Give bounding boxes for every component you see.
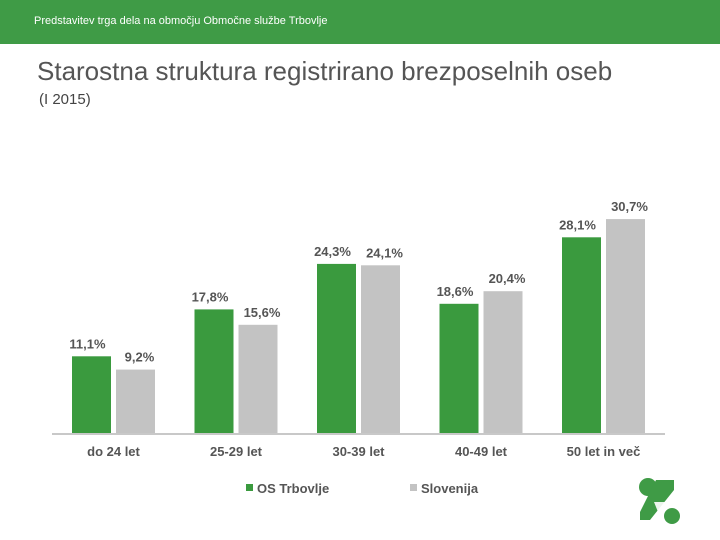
bar-os-trbovlje [194, 309, 234, 434]
logo-icon [639, 478, 680, 524]
category-label: 40-49 let [455, 444, 508, 459]
header-bar: Predstavitev trga dela na območju Območn… [0, 0, 720, 44]
slide-subtitle: (I 2015) [39, 91, 91, 108]
legend-swatch [246, 484, 253, 491]
bar-os-trbovlje [317, 263, 356, 434]
legend-swatch [410, 484, 417, 491]
bar-slovenija [361, 265, 400, 434]
category-label: 25-29 let [210, 444, 263, 459]
bar-slovenija [238, 324, 278, 434]
data-label: 28,1% [559, 217, 596, 232]
data-label: 20,4% [489, 271, 526, 286]
bar-os-trbovlje [72, 356, 111, 434]
bar-slovenija [606, 219, 645, 434]
data-label: 15,6% [244, 305, 281, 320]
bar-slovenija [116, 369, 155, 434]
category-label: 50 let in več [567, 444, 641, 459]
category-label: do 24 let [87, 444, 140, 459]
bar-slovenija [483, 291, 523, 434]
bar-os-trbovlje [439, 303, 479, 434]
data-label: 9,2% [125, 350, 155, 365]
data-label: 24,1% [366, 245, 403, 260]
legend-label: Slovenija [421, 481, 479, 496]
bar-os-trbovlje [562, 237, 601, 434]
data-label: 24,3% [314, 244, 351, 259]
data-label: 17,8% [192, 289, 229, 304]
category-label: 30-39 let [332, 444, 385, 459]
data-label: 30,7% [611, 199, 648, 214]
header-text: Predstavitev trga dela na območju Območn… [34, 15, 328, 27]
legend-label: OS Trbovlje [257, 481, 329, 496]
data-label: 18,6% [437, 284, 474, 299]
data-label: 11,1% [69, 336, 106, 351]
slide-title: Starostna struktura registrirano brezpos… [37, 56, 613, 86]
